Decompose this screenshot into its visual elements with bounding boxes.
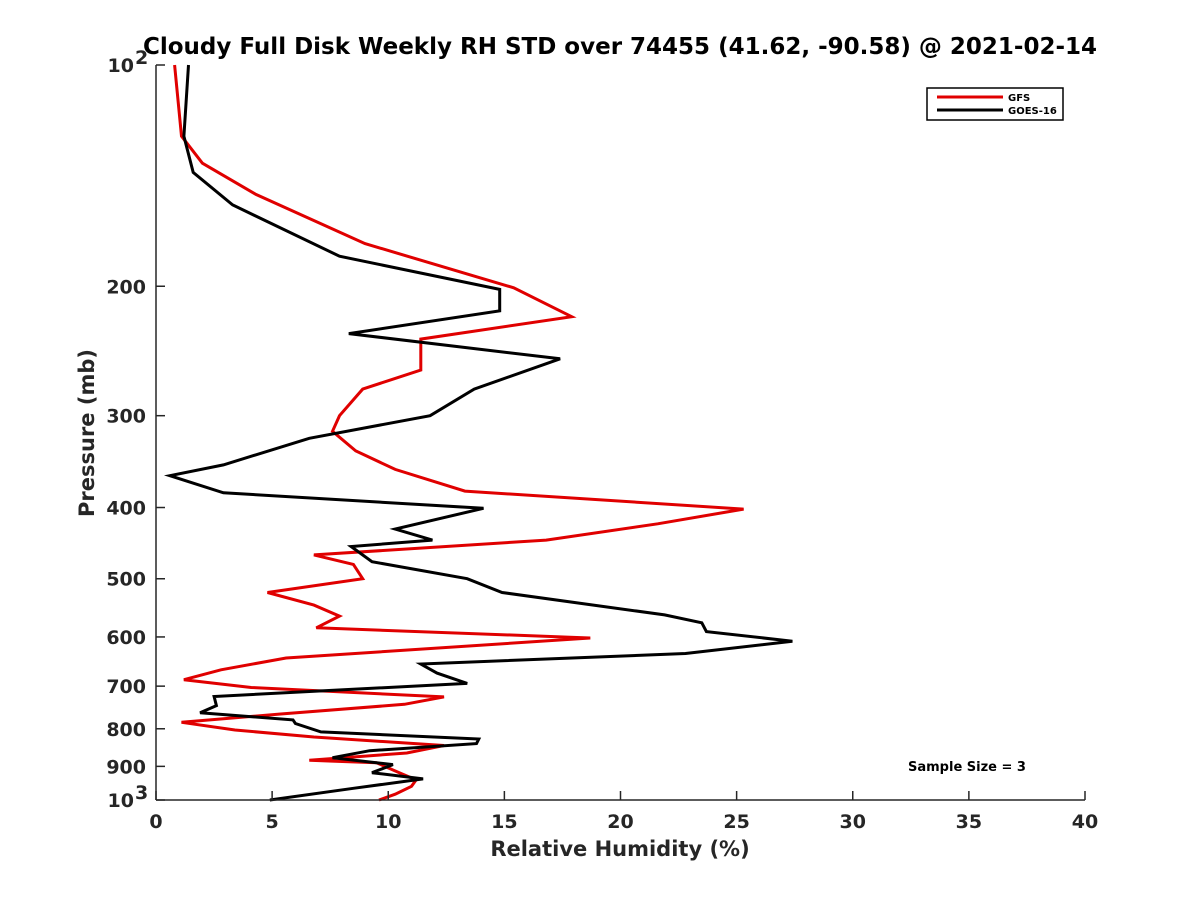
- x-tick-label: 30: [840, 811, 866, 833]
- y-tick-label: 700: [106, 676, 146, 698]
- y-axis-label: Pressure (mb): [75, 349, 99, 517]
- y-tick-label: 600: [106, 627, 146, 649]
- x-tick-label: 0: [149, 811, 162, 833]
- x-tick-label: 20: [607, 811, 633, 833]
- y-tick-label: 300: [106, 406, 146, 428]
- x-tick-label: 5: [266, 811, 279, 833]
- y-tick-label: 10: [108, 790, 134, 812]
- x-axis-ticks: 0 5 10 15 20 25 30 35 40: [149, 791, 1098, 833]
- y-tick-label: 200: [106, 276, 146, 298]
- x-axis-label: Relative Humidity (%): [490, 837, 749, 861]
- series-line-1: [163, 64, 793, 802]
- y-tick-label: 900: [106, 756, 146, 778]
- y-tick-label: 500: [106, 569, 146, 591]
- legend-label: GOES-16: [1008, 106, 1057, 117]
- y-tick-label: 800: [106, 719, 146, 741]
- x-tick-label: 15: [491, 811, 517, 833]
- series-line-0: [173, 64, 744, 802]
- y-tick-exponent: 3: [135, 782, 148, 804]
- y-tick-label: 400: [106, 498, 146, 520]
- x-tick-label: 25: [723, 811, 749, 833]
- y-tick-exponent: 2: [135, 47, 148, 69]
- legend-label: GFS: [1008, 93, 1030, 104]
- chart-title: Cloudy Full Disk Weekly RH STD over 7445…: [143, 34, 1097, 60]
- sample-size-annotation: Sample Size = 3: [908, 760, 1026, 775]
- y-tick-label: 10: [108, 55, 134, 77]
- x-tick-label: 10: [375, 811, 401, 833]
- x-tick-label: 40: [1072, 811, 1098, 833]
- legend: GFS GOES-16: [926, 87, 1064, 121]
- x-tick-label: 35: [956, 811, 982, 833]
- legend-box: [926, 87, 1064, 121]
- plot-lines: [163, 64, 793, 802]
